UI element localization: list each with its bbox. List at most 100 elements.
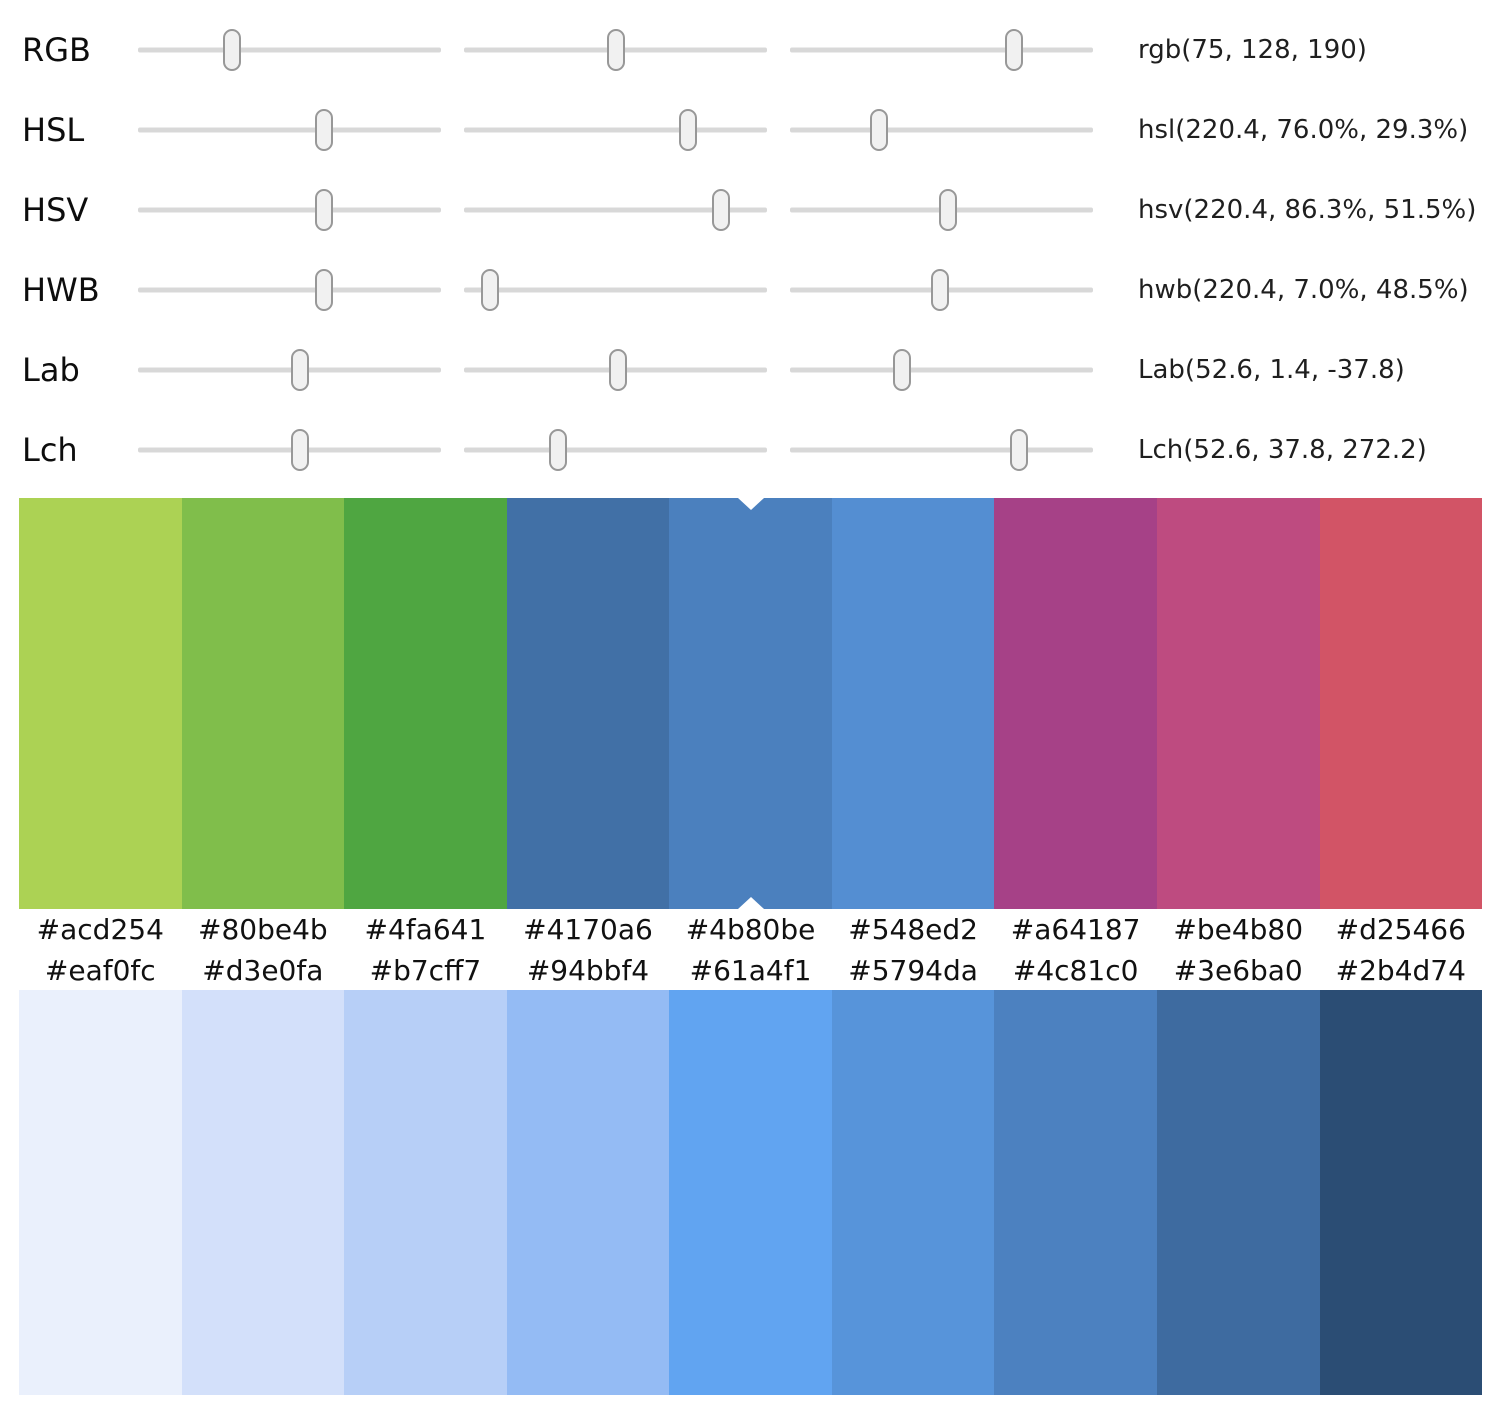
selected-swatch-marker-bottom-icon bbox=[737, 897, 764, 909]
slider-row-label: HSL bbox=[22, 111, 85, 149]
slider-thumb[interactable] bbox=[938, 189, 957, 231]
scale-hex-row: #eaf0fc #d3e0fa #b7cff7 #94bbf4 #61a4f1 … bbox=[19, 950, 1482, 990]
slider-track[interactable] bbox=[790, 367, 1093, 373]
slider-row-label: Lab bbox=[22, 351, 80, 389]
slider-track[interactable] bbox=[790, 47, 1093, 53]
slider-thumb[interactable] bbox=[314, 109, 333, 151]
palette-swatch[interactable] bbox=[181, 990, 345, 1395]
slider-track[interactable] bbox=[138, 367, 441, 373]
palette-swatch[interactable] bbox=[506, 498, 670, 909]
slider-row-hsl: HSL hsl(220.4, 76.0%, 29.3%) bbox=[22, 90, 1501, 170]
hsl-s-slider[interactable] bbox=[464, 107, 767, 153]
palette-swatch[interactable] bbox=[506, 990, 670, 1395]
swatch-hex-label: #2b4d74 bbox=[1335, 953, 1466, 987]
slider-row-lab: Lab Lab(52.6, 1.4, -37.8) bbox=[22, 330, 1501, 410]
swatch-hex-label: #d3e0fa bbox=[202, 953, 324, 987]
swatch-hex-label: #4fa641 bbox=[364, 913, 487, 946]
hwb-w-slider[interactable] bbox=[464, 267, 767, 313]
palette-swatch[interactable] bbox=[831, 498, 995, 909]
palette-swatch[interactable] bbox=[181, 498, 345, 909]
palette-swatch[interactable] bbox=[994, 498, 1157, 909]
hsv-h-slider[interactable] bbox=[138, 187, 441, 233]
rgb-g-slider[interactable] bbox=[464, 27, 767, 73]
lch-h-slider[interactable] bbox=[790, 427, 1093, 473]
slider-row-lch: Lch Lch(52.6, 37.8, 272.2) bbox=[22, 410, 1501, 490]
slider-thumb[interactable] bbox=[711, 189, 730, 231]
color-value-text: Lab(52.6, 1.4, -37.8) bbox=[1138, 355, 1405, 385]
slider-thumb[interactable] bbox=[930, 269, 949, 311]
slider-row-label: RGB bbox=[22, 31, 91, 69]
slider-thumb[interactable] bbox=[892, 349, 911, 391]
palette-swatch[interactable] bbox=[669, 990, 832, 1395]
palette-swatch[interactable] bbox=[344, 990, 507, 1395]
rgb-b-slider[interactable] bbox=[790, 27, 1093, 73]
slider-track[interactable] bbox=[138, 447, 441, 453]
swatch-hex-label: #548ed2 bbox=[848, 913, 978, 946]
slider-track[interactable] bbox=[464, 207, 767, 213]
slider-thumb[interactable] bbox=[314, 189, 333, 231]
slider-track[interactable] bbox=[138, 127, 441, 133]
swatch-hex-label: #be4b80 bbox=[1173, 913, 1304, 946]
slider-row-label: Lch bbox=[22, 431, 78, 469]
palette-swatch-selected[interactable] bbox=[669, 498, 832, 909]
hsl-l-slider[interactable] bbox=[790, 107, 1093, 153]
lab-l-slider[interactable] bbox=[138, 347, 441, 393]
lch-c-slider[interactable] bbox=[464, 427, 767, 473]
palette-swatch[interactable] bbox=[994, 990, 1157, 1395]
slider-track[interactable] bbox=[138, 207, 441, 213]
slider-thumb[interactable] bbox=[222, 29, 241, 71]
slider-track[interactable] bbox=[790, 127, 1093, 133]
palette-swatch[interactable] bbox=[19, 498, 182, 909]
slider-track[interactable] bbox=[138, 287, 441, 293]
slider-thumb[interactable] bbox=[481, 269, 500, 311]
rgb-r-slider[interactable] bbox=[138, 27, 441, 73]
swatch-hex-label: #b7cff7 bbox=[369, 953, 482, 987]
harmony-palette bbox=[19, 498, 1483, 909]
hwb-h-slider[interactable] bbox=[138, 267, 441, 313]
palette-swatch[interactable] bbox=[831, 990, 995, 1395]
palette-swatch[interactable] bbox=[1319, 990, 1483, 1395]
slider-track[interactable] bbox=[464, 127, 767, 133]
slider-thumb[interactable] bbox=[1005, 29, 1024, 71]
lch-l-slider[interactable] bbox=[138, 427, 441, 473]
slider-thumb[interactable] bbox=[291, 429, 310, 471]
hsl-h-slider[interactable] bbox=[138, 107, 441, 153]
slider-panel: RGB rgb(75, 128, 190) HSL bbox=[0, 0, 1501, 490]
slider-track[interactable] bbox=[138, 47, 441, 53]
color-value-text: hsl(220.4, 76.0%, 29.3%) bbox=[1138, 115, 1469, 145]
hsv-s-slider[interactable] bbox=[464, 187, 767, 233]
slider-thumb[interactable] bbox=[314, 269, 333, 311]
slider-thumb[interactable] bbox=[291, 349, 310, 391]
palette-swatch[interactable] bbox=[1319, 498, 1483, 909]
slider-track[interactable] bbox=[464, 287, 767, 293]
hwb-b-slider[interactable] bbox=[790, 267, 1093, 313]
palette-swatch[interactable] bbox=[1156, 498, 1320, 909]
palette-swatch[interactable] bbox=[344, 498, 507, 909]
slider-thumb[interactable] bbox=[679, 109, 698, 151]
color-value-text: hwb(220.4, 7.0%, 48.5%) bbox=[1138, 275, 1469, 305]
palette-swatch[interactable] bbox=[1156, 990, 1320, 1395]
harmony-hex-row: #acd254 #80be4b #4fa641 #4170a6 #4b80be … bbox=[19, 909, 1482, 950]
slider-row-hsv: HSV hsv(220.4, 86.3%, 51.5%) bbox=[22, 170, 1501, 250]
slider-thumb[interactable] bbox=[548, 429, 567, 471]
slider-row-rgb: RGB rgb(75, 128, 190) bbox=[22, 10, 1501, 90]
slider-thumb[interactable] bbox=[870, 109, 889, 151]
slider-track[interactable] bbox=[464, 447, 767, 453]
swatch-hex-label: #d25466 bbox=[1335, 913, 1466, 946]
swatch-hex-label: #eaf0fc bbox=[44, 953, 156, 987]
lab-a-slider[interactable] bbox=[464, 347, 767, 393]
palette-swatch[interactable] bbox=[19, 990, 182, 1395]
swatch-hex-label: #3e6ba0 bbox=[1173, 953, 1303, 987]
scale-palette bbox=[19, 990, 1483, 1395]
slider-track[interactable] bbox=[790, 447, 1093, 453]
slider-row-label: HSV bbox=[22, 191, 89, 229]
swatch-hex-label: #80be4b bbox=[198, 913, 328, 946]
slider-thumb[interactable] bbox=[608, 349, 627, 391]
color-value-text: rgb(75, 128, 190) bbox=[1138, 35, 1367, 65]
selected-swatch-marker-top-icon bbox=[737, 498, 764, 510]
lab-b-slider[interactable] bbox=[790, 347, 1093, 393]
slider-thumb[interactable] bbox=[1010, 429, 1029, 471]
swatch-hex-label: #94bbf4 bbox=[526, 953, 650, 987]
slider-thumb[interactable] bbox=[606, 29, 625, 71]
hsv-v-slider[interactable] bbox=[790, 187, 1093, 233]
